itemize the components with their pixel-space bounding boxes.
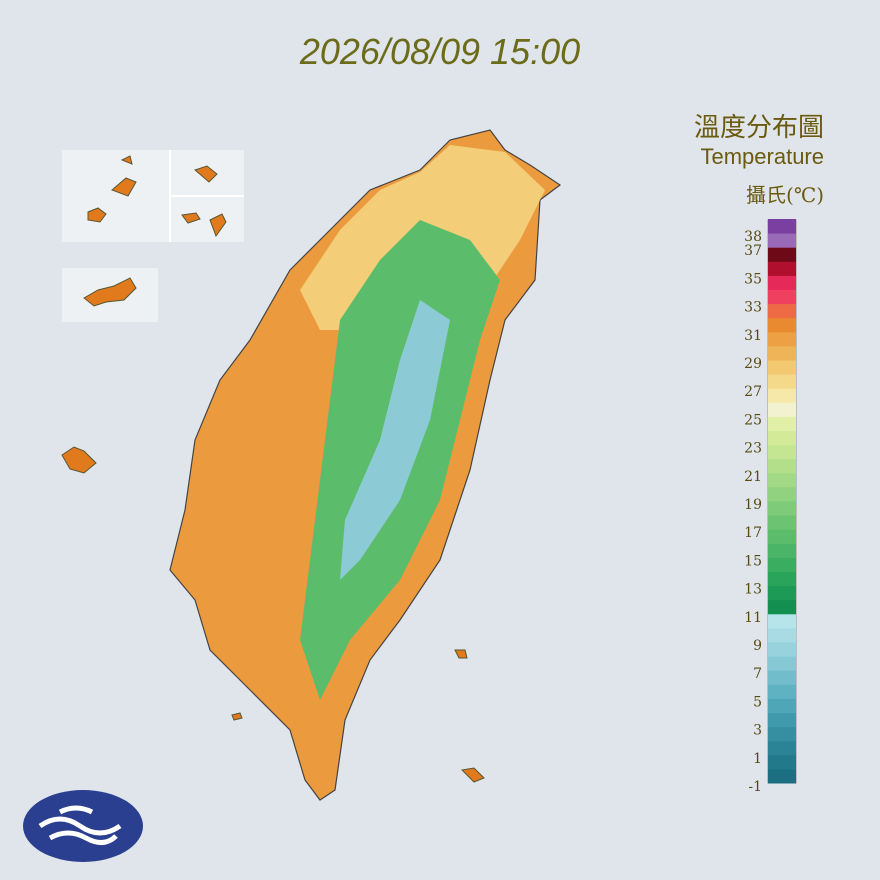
legend-band [768,557,796,572]
legend-tick-label: 3 [753,723,762,739]
legend-tick-label: 25 [744,412,762,428]
legend-tick-label: 35 [744,271,762,287]
legend-band [768,444,796,460]
legend-band [768,599,796,615]
legend-band [768,317,796,333]
legend-band [768,458,796,474]
legend-band [768,331,796,347]
legend-band [768,486,796,502]
legend-tick-label: 11 [744,610,762,626]
legend-tick-label: 27 [744,384,762,400]
legend-tick-label: -1 [748,779,762,795]
legend-band [768,571,796,587]
legend-band [768,754,796,770]
legend-tick-label: 21 [744,469,762,485]
mountain-peak [340,300,450,580]
legend-band [768,613,796,629]
legend-tick-label: 19 [744,497,762,513]
legend-tick-label: 38 [744,229,762,245]
legend-band [768,402,796,417]
legend-band [768,515,796,530]
legend-band [768,416,796,431]
legend-title: 溫度分布圖 [694,113,824,143]
legend-band [768,543,796,558]
map-title: 2026/08/09 15:00 [299,31,580,72]
legend-tick-label: 31 [744,328,762,344]
legend-band [768,360,796,375]
legend-band [768,684,796,699]
legend-band [768,233,796,248]
legend-tick-label: 5 [753,694,762,710]
legend-tick-label: 13 [744,582,762,598]
legend-band [768,374,796,389]
legend-tick-label: 37 [744,243,762,259]
legend-tick-label: 7 [753,666,762,682]
legend-tick-label: 15 [744,553,762,569]
legend-band [768,247,796,262]
legend-band [768,345,796,361]
legend-tick-label: 29 [744,356,762,372]
legend-band [768,275,796,290]
island [83,277,137,307]
island [87,155,227,238]
legend-tick-label: 1 [753,751,762,767]
legend-band [768,627,796,643]
legend-band [768,670,796,685]
legend-unit: 攝氏(℃) [746,183,824,207]
legend-band [768,303,796,319]
legend-tick-label: 17 [744,525,762,541]
legend-tick-label: 33 [744,300,762,316]
legend-band [768,388,796,403]
legend-band [768,289,796,305]
legend-band [768,656,796,671]
legend-band [768,698,796,713]
legend-subtitle: Temperature [700,144,824,169]
legend-band [768,726,796,742]
legend-band [768,501,796,516]
legend-band [768,261,796,276]
legend-tick-label: 23 [744,441,762,457]
legend-band [768,740,796,756]
legend-band [768,430,796,446]
legend-band [768,219,796,234]
logo-mark [38,805,122,845]
legend-tick-label: 9 [753,638,762,654]
legend-band [768,768,796,784]
legend-band [768,472,796,488]
island [61,446,485,783]
legend-band [768,585,796,601]
legend-band [768,712,796,728]
legend-band [768,642,796,657]
legend-band [768,529,796,544]
